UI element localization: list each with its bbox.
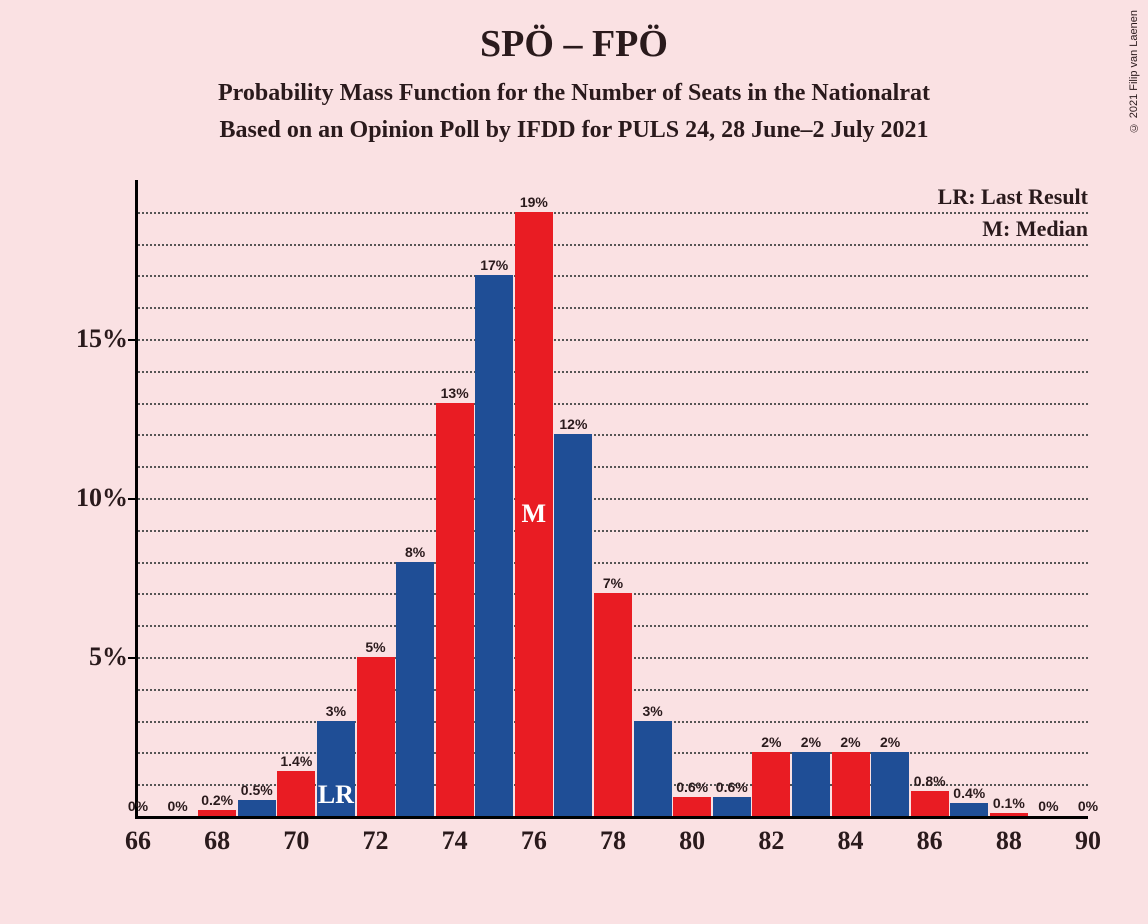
y-tick-label: 10%: [76, 483, 128, 513]
bar: 0.8%: [911, 791, 949, 816]
last-result-marker: LR: [318, 780, 354, 810]
bar-value-label: 0.6%: [716, 779, 748, 795]
y-tick-label: 15%: [76, 324, 128, 354]
bar-value-label: 0%: [1078, 798, 1098, 814]
x-tick-label: 76: [521, 826, 547, 856]
bar: 0.2%: [198, 810, 236, 816]
bar: 2%: [752, 752, 790, 816]
x-tick-label: 82: [758, 826, 784, 856]
bar: 7%: [594, 593, 632, 816]
bar: 2%: [871, 752, 909, 816]
bar: 1.4%: [277, 771, 315, 816]
bar-value-label: 19%: [520, 194, 548, 210]
bar: 17%: [475, 275, 513, 816]
bar-value-label: 13%: [441, 385, 469, 401]
legend-last-result: LR: Last Result: [938, 184, 1088, 210]
gridline-minor: [138, 562, 1088, 564]
bar: 0.5%: [238, 800, 276, 816]
bar: 2%: [832, 752, 870, 816]
y-tick-mark: [128, 339, 138, 341]
legend-median: M: Median: [938, 216, 1088, 242]
x-tick-label: 66: [125, 826, 151, 856]
x-tick-label: 90: [1075, 826, 1101, 856]
gridline-minor: [138, 275, 1088, 277]
main-title: SPÖ – FPÖ: [0, 0, 1148, 66]
x-tick-label: 72: [363, 826, 389, 856]
bar-value-label: 3%: [326, 703, 346, 719]
bar-value-label: 3%: [642, 703, 662, 719]
gridline-minor: [138, 307, 1088, 309]
bar-value-label: 2%: [761, 734, 781, 750]
bar: 0.6%: [673, 797, 711, 816]
bar-value-label: 5%: [365, 639, 385, 655]
x-tick-label: 74: [442, 826, 468, 856]
x-tick-label: 84: [838, 826, 864, 856]
gridline-minor: [138, 530, 1088, 532]
bar: 3%LR: [317, 721, 355, 816]
median-marker: M: [522, 499, 547, 529]
bar-value-label: 0.6%: [676, 779, 708, 795]
bar: 13%: [436, 403, 474, 816]
legend: LR: Last Result M: Median: [938, 184, 1088, 248]
chart-area: LR: Last Result M: Median 0%0%0.2%0.5%1.…: [60, 180, 1108, 864]
bar-value-label: 1.4%: [280, 753, 312, 769]
bar: 8%: [396, 562, 434, 816]
bar: 3%: [634, 721, 672, 816]
x-tick-label: 88: [996, 826, 1022, 856]
bar-value-label: 2%: [880, 734, 900, 750]
titles: SPÖ – FPÖ Probability Mass Function for …: [0, 0, 1148, 144]
bar-value-label: 0.1%: [993, 795, 1025, 811]
x-tick-label: 70: [283, 826, 309, 856]
bar-value-label: 2%: [801, 734, 821, 750]
bar-value-label: 17%: [480, 257, 508, 273]
bar-value-label: 0%: [128, 798, 148, 814]
bar-value-label: 7%: [603, 575, 623, 591]
bar: 2%: [792, 752, 830, 816]
bar: 0.4%: [950, 803, 988, 816]
bar-value-label: 8%: [405, 544, 425, 560]
x-tick-label: 86: [917, 826, 943, 856]
y-tick-label: 5%: [89, 642, 128, 672]
copyright-text: © 2021 Filip van Laenen: [1128, 10, 1140, 133]
gridline-minor: [138, 434, 1088, 436]
subtitle-2: Based on an Opinion Poll by IFDD for PUL…: [0, 107, 1148, 144]
gridline-minor: [138, 498, 1088, 500]
bar-value-label: 12%: [559, 416, 587, 432]
gridline-minor: [138, 403, 1088, 405]
bar: 19%M: [515, 212, 553, 816]
gridline-minor: [138, 466, 1088, 468]
bar-value-label: 2%: [840, 734, 860, 750]
x-tick-label: 78: [600, 826, 626, 856]
bar-value-label: 0.2%: [201, 792, 233, 808]
bar-value-label: 0.8%: [914, 773, 946, 789]
bar: 5%: [357, 657, 395, 816]
plot-region: 0%0%0.2%0.5%1.4%3%LR5%8%13%17%19%M12%7%3…: [135, 180, 1088, 819]
bar: 12%: [554, 434, 592, 816]
bar-value-label: 0.5%: [241, 782, 273, 798]
x-tick-label: 68: [204, 826, 230, 856]
y-tick-mark: [128, 657, 138, 659]
bar-value-label: 0%: [167, 798, 187, 814]
bar-value-label: 0.4%: [953, 785, 985, 801]
bar: 0.1%: [990, 813, 1028, 816]
x-tick-label: 80: [679, 826, 705, 856]
gridline-minor: [138, 371, 1088, 373]
bar: 0.6%: [713, 797, 751, 816]
subtitle-1: Probability Mass Function for the Number…: [0, 66, 1148, 107]
gridline-minor: [138, 339, 1088, 341]
y-tick-mark: [128, 498, 138, 500]
bar-value-label: 0%: [1038, 798, 1058, 814]
